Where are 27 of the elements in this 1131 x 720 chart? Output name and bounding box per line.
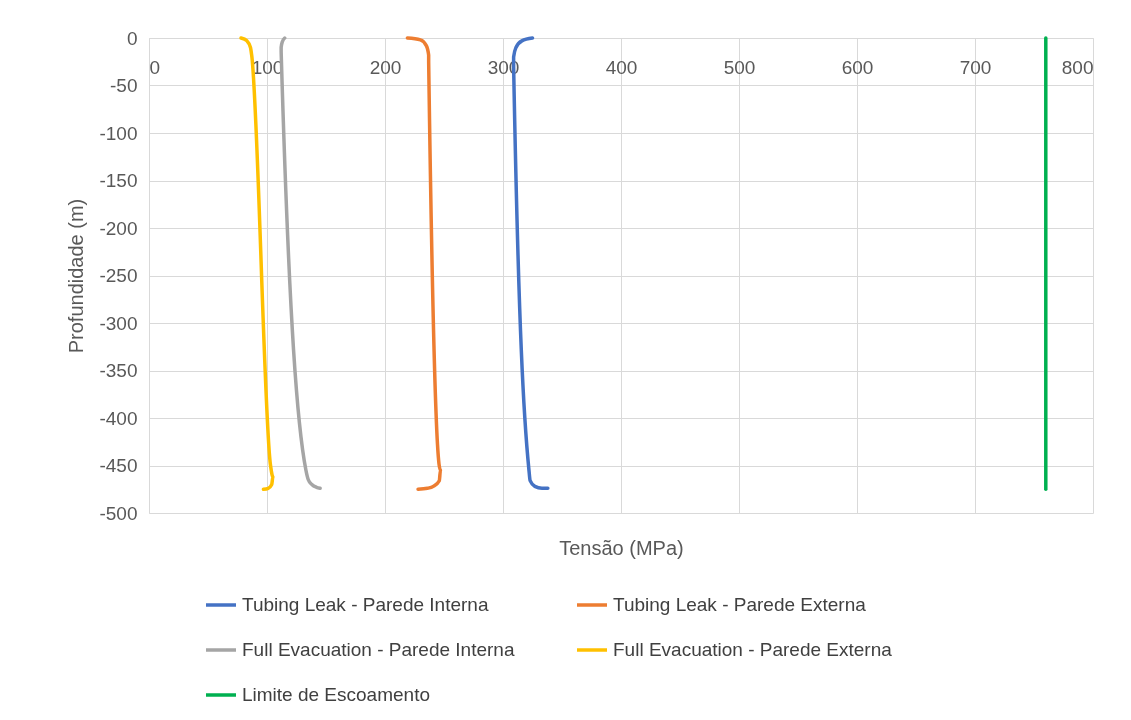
line-series: [279, 36, 322, 491]
x-tick-label: 200: [369, 56, 402, 78]
legend-label: Tubing Leak - Parede Externa: [613, 594, 867, 615]
legend-label: Full Evacuation - Parede Interna: [242, 639, 515, 660]
legend-label: Full Evacuation - Parede Externa: [613, 639, 893, 660]
y-tick-label: -400: [99, 407, 138, 429]
line-series: [405, 36, 443, 491]
x-tick-label: 0: [149, 56, 161, 78]
x-tick-label: 400: [605, 56, 638, 78]
x-axis-title: Tensão (MPa): [559, 536, 684, 559]
x-tick-label: 700: [959, 56, 992, 78]
legend-label: Limite de Escoamento: [242, 684, 430, 705]
y-tick-label: -350: [99, 360, 138, 381]
y-tick-label: -300: [99, 312, 138, 334]
y-tick-label: -50: [110, 75, 138, 96]
y-tick-label: -100: [99, 122, 138, 144]
x-tick-label: 600: [841, 56, 874, 78]
y-tick-label: -200: [99, 217, 138, 239]
x-tick-label: 500: [723, 56, 756, 78]
y-tick-label: -450: [99, 455, 138, 476]
x-tick-label: 800: [1061, 56, 1094, 78]
legend-label: Tubing Leak - Parede Interna: [242, 594, 489, 615]
y-tick-label: -150: [99, 170, 138, 191]
y-tick-label: -500: [99, 502, 138, 524]
y-axis-title: Profundidade (m): [65, 198, 88, 354]
y-tick-label: -250: [99, 265, 138, 286]
y-tick-label: 0: [126, 27, 138, 49]
